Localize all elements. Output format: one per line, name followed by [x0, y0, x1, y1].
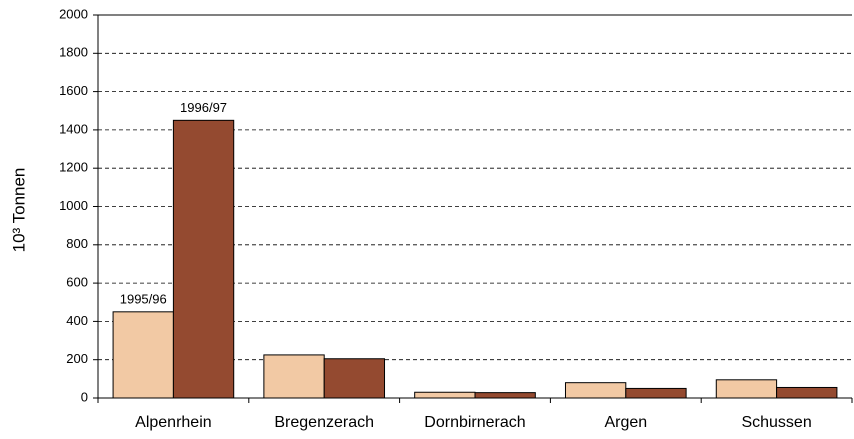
y-tick-label: 200 [66, 351, 88, 366]
bar [414, 391, 476, 399]
x-tick-label: Schussen [741, 414, 811, 431]
bar [172, 119, 235, 399]
series-label: 1996/97 [180, 100, 227, 115]
bar [715, 379, 778, 399]
bar [474, 392, 536, 399]
y-tick-label: 400 [66, 313, 88, 328]
y-axis-label: 10³ Tonnen [9, 168, 28, 253]
y-tick-label: 0 [81, 389, 88, 404]
bar [564, 382, 627, 399]
y-tick-label: 800 [66, 236, 88, 251]
x-tick-label: Alpenrhein [135, 414, 212, 431]
series-label: 1995/96 [120, 291, 167, 306]
y-tick-label: 2000 [59, 6, 88, 21]
x-tick-label: Bregenzerach [274, 414, 374, 431]
bar [625, 387, 687, 399]
bar [776, 386, 838, 399]
y-tick-label: 1800 [59, 45, 88, 60]
x-tick-label: Dornbirnerach [424, 414, 525, 431]
bar [323, 358, 386, 399]
y-tick-label: 600 [66, 275, 88, 290]
y-tick-label: 1000 [59, 198, 88, 213]
x-tick-label: Argen [604, 414, 647, 431]
bar [112, 311, 174, 399]
y-tick-label: 1600 [59, 83, 88, 98]
y-tick-label: 1400 [59, 121, 88, 136]
bar [263, 354, 325, 399]
y-tick-label: 1200 [59, 160, 88, 175]
